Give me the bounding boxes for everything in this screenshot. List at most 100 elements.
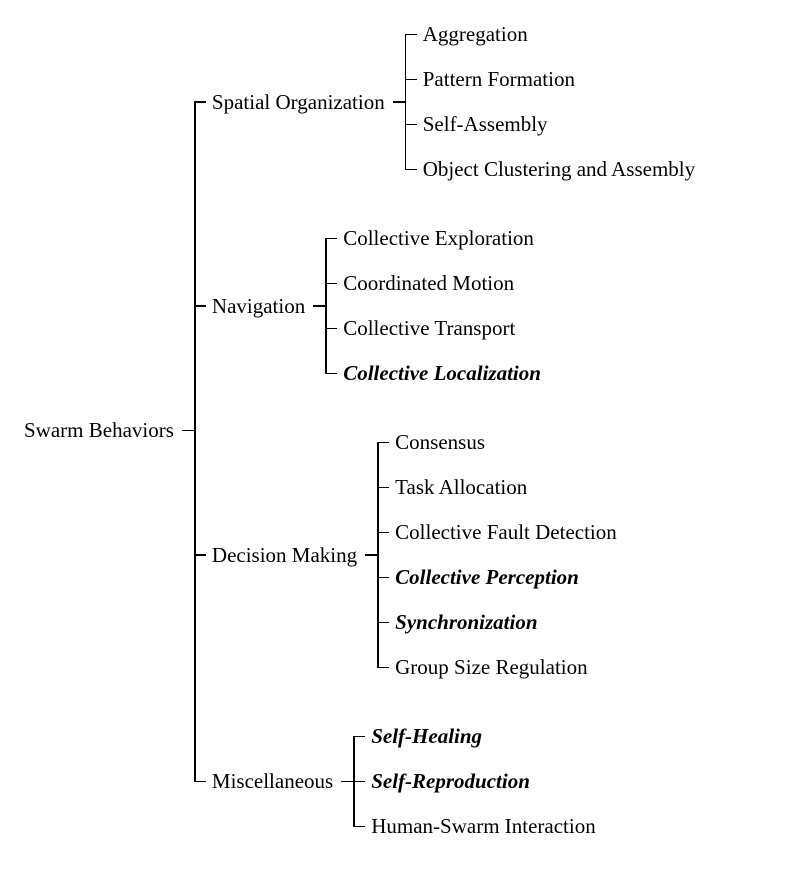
connector-vertical — [353, 736, 355, 828]
tree-node: Collective Localization — [337, 363, 549, 384]
node-label: Self-Assembly — [417, 114, 556, 135]
bracket-child: Pattern Formation — [405, 57, 703, 102]
tree-node: Object Clustering and Assembly — [417, 159, 703, 180]
bracket-child: Self-Assembly — [405, 102, 703, 147]
connector-tick — [325, 238, 337, 240]
tree-node: Collective Transport — [337, 318, 523, 339]
tree-node: Miscellaneous Self-Healing Self-Reproducti… — [206, 714, 604, 849]
bracket-child: Miscellaneous Self-Healing Self-Reproducti… — [194, 702, 703, 861]
tree-node: Navigation Collective Exploration Coordina… — [206, 216, 549, 396]
connector-tick — [353, 826, 365, 828]
tree-node: Consensus — [389, 432, 493, 453]
node-label: Aggregation — [417, 24, 536, 45]
node-label: Self-Reproduction — [365, 771, 538, 792]
bracket-child: Collective Localization — [325, 351, 549, 396]
bracket: Collective Exploration Coordinated Motion… — [325, 216, 549, 396]
node-label: Collective Transport — [337, 318, 523, 339]
connector-tick — [325, 283, 337, 285]
bracket-child: Object Clustering and Assembly — [405, 147, 703, 192]
node-label: Decision Making — [206, 545, 365, 566]
bracket: Aggregation Pattern Formation Self-Assembl… — [405, 12, 703, 192]
tree-node: Synchronization — [389, 612, 545, 633]
tree-diagram: Swarm Behaviors Spatial Organization Aggre… — [18, 0, 703, 861]
connector-tick — [194, 101, 206, 103]
connector-tick — [353, 781, 365, 783]
connector-tick — [377, 442, 389, 444]
connector-tick — [377, 667, 389, 669]
connector-tick — [405, 124, 417, 126]
connector-tick — [377, 577, 389, 579]
node-label: Navigation — [206, 296, 313, 317]
bracket: Spatial Organization Aggregation Pattern F… — [194, 0, 703, 861]
bracket: Consensus Task Allocation Collective Fault… — [377, 420, 625, 690]
connector-lead — [341, 781, 353, 783]
connector-tick — [194, 554, 206, 556]
tree-node: Spatial Organization Aggregation Pattern F… — [206, 12, 703, 192]
tree-node: Swarm Behaviors Spatial Organization Aggre… — [18, 0, 703, 861]
node-label: Collective Localization — [337, 363, 549, 384]
bracket-child: Collective Perception — [377, 555, 625, 600]
connector-tick — [377, 487, 389, 489]
tree-node: Self-Assembly — [417, 114, 556, 135]
bracket-child: Collective Transport — [325, 306, 549, 351]
connector-tick — [353, 736, 365, 738]
connector-lead — [365, 554, 377, 556]
tree-node: Collective Perception — [389, 567, 587, 588]
bracket: Self-Healing Self-Reproduction Human-Swarm… — [353, 714, 604, 849]
bracket-child: Group Size Regulation — [377, 645, 625, 690]
node-label: Object Clustering and Assembly — [417, 159, 703, 180]
bracket-child: Self-Healing — [353, 714, 604, 759]
tree-node: Task Allocation — [389, 477, 535, 498]
node-label: Swarm Behaviors — [18, 420, 182, 441]
connector-tick — [325, 373, 337, 375]
node-label: Collective Exploration — [337, 228, 542, 249]
node-label: Self-Healing — [365, 726, 490, 747]
bracket-child: Collective Exploration — [325, 216, 549, 261]
connector-vertical — [325, 238, 327, 375]
connector-lead — [313, 305, 325, 307]
node-label: Spatial Organization — [206, 92, 393, 113]
bracket-child: Collective Fault Detection — [377, 510, 625, 555]
connector-vertical — [405, 34, 407, 171]
bracket-child: Consensus — [377, 420, 625, 465]
bracket-child: Spatial Organization Aggregation Pattern F… — [194, 0, 703, 204]
connector-tick — [377, 532, 389, 534]
connector-tick — [405, 34, 417, 36]
tree-node: Collective Exploration — [337, 228, 542, 249]
connector-tick — [325, 328, 337, 330]
connector-lead — [393, 101, 405, 103]
node-label: Synchronization — [389, 612, 545, 633]
node-label: Task Allocation — [389, 477, 535, 498]
bracket-child: Human-Swarm Interaction — [353, 804, 604, 849]
tree-node: Coordinated Motion — [337, 273, 522, 294]
node-label: Collective Fault Detection — [389, 522, 625, 543]
bracket-child: Task Allocation — [377, 465, 625, 510]
bracket-child: Self-Reproduction — [353, 759, 604, 804]
node-label: Consensus — [389, 432, 493, 453]
tree-node: Self-Healing — [365, 726, 490, 747]
bracket-child: Coordinated Motion — [325, 261, 549, 306]
connector-vertical — [377, 442, 379, 669]
bracket-child: Decision MakingConsensusTask AllocationC… — [194, 408, 703, 702]
connector-tick — [194, 781, 206, 783]
connector-tick — [377, 622, 389, 624]
node-label: Pattern Formation — [417, 69, 583, 90]
tree-node: Collective Fault Detection — [389, 522, 625, 543]
tree-node: Decision MakingConsensusTask AllocationC… — [206, 420, 625, 690]
node-label: Collective Perception — [389, 567, 587, 588]
connector-tick — [405, 79, 417, 81]
connector-vertical — [194, 101, 196, 782]
node-label: Human-Swarm Interaction — [365, 816, 604, 837]
connector-tick — [405, 169, 417, 171]
connector-tick — [194, 305, 206, 307]
bracket-child: Synchronization — [377, 600, 625, 645]
tree-node: Self-Reproduction — [365, 771, 538, 792]
bracket-child: Navigation Collective Exploration Coordina… — [194, 204, 703, 408]
tree-node: Group Size Regulation — [389, 657, 595, 678]
node-label: Miscellaneous — [206, 771, 341, 792]
connector-lead — [182, 430, 194, 432]
node-label: Coordinated Motion — [337, 273, 522, 294]
tree-node: Human-Swarm Interaction — [365, 816, 604, 837]
bracket-child: Aggregation — [405, 12, 703, 57]
tree-node: Aggregation — [417, 24, 536, 45]
